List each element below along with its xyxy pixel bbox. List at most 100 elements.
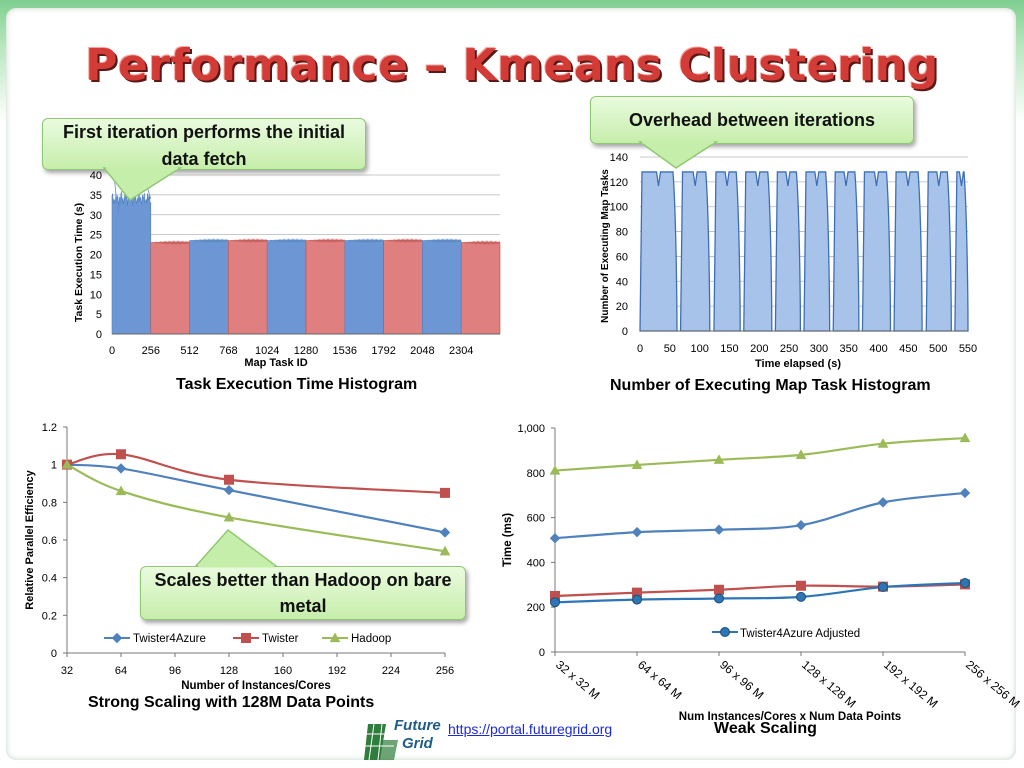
h2-iteration-area (713, 171, 741, 332)
h2-xtick-label: 400 (869, 343, 887, 355)
w-xtick-label: 256 x 256 M (963, 658, 1023, 711)
s-ytick-label: 0.2 (42, 610, 57, 622)
h2-iteration-area (679, 171, 711, 332)
h2-xtick-label: 550 (959, 343, 977, 355)
w-xtick-label: 192 x 192 M (881, 658, 941, 711)
s-xtick-label: 192 (328, 665, 346, 677)
s-ytick-label: 0.8 (42, 497, 57, 509)
w-series-line (554, 491, 966, 540)
s-point-hadoop (439, 545, 451, 556)
h1-bar-group (305, 238, 346, 335)
s-point-twister (116, 449, 126, 460)
h2-ytick-label: 120 (610, 177, 628, 189)
s-point-twister4azure (439, 527, 451, 538)
h2-iteration-area (925, 171, 952, 332)
h1-bar-group (422, 238, 462, 335)
h1-bar-group (266, 238, 307, 335)
s-xtick-label: 160 (274, 665, 292, 677)
s-point-hadoop (223, 511, 235, 522)
callout-first-iteration: First iteration performs the initial dat… (42, 118, 366, 170)
w-xtick-label: 64 x 64 M (635, 658, 684, 703)
w-ytick-label: 800 (527, 468, 545, 480)
w-point (796, 580, 806, 591)
h1-ylabel: Task Execution Time (s) (73, 203, 85, 322)
h1-xtick-label: 1536 (333, 345, 357, 357)
w-point (959, 487, 971, 499)
s-xtick-label: 32 (61, 665, 73, 677)
w-point (550, 597, 560, 608)
h2-xtick-label: 100 (690, 343, 708, 355)
h2-xlabel: Time elapsed (s) (755, 358, 841, 370)
s-legend-label: Twister (262, 633, 299, 645)
slide-title: Performance – Kmeans Clustering (85, 40, 939, 91)
h1-ytick-label: 5 (96, 309, 102, 321)
callout-overhead: Overhead between iterations (590, 96, 914, 144)
s-point-twister4azure (223, 484, 235, 496)
h2-iteration-area (832, 171, 860, 332)
w-point (959, 432, 971, 443)
callout-scales-text: Scales better than Hadoop on bare metal (154, 570, 452, 616)
s-point-twister4azure (115, 463, 127, 474)
h1-xtick-label: 256 (142, 345, 160, 357)
svg-text:Grid: Grid (402, 735, 434, 752)
h2-iteration-area (954, 171, 969, 332)
caption-strong-scaling: Strong Scaling with 128M Data Points (88, 694, 375, 711)
h1-xtick-label: 2048 (410, 345, 434, 357)
s-ytick-label: 0 (51, 648, 57, 660)
s-xtick-label: 96 (169, 665, 181, 677)
h2-iteration-area (861, 171, 892, 332)
h2-ytick-label: 140 (610, 152, 628, 164)
w-point (549, 533, 561, 544)
w-point (631, 526, 643, 538)
h1-ytick-label: 0 (96, 329, 102, 341)
s-series-line-hadoop (66, 463, 446, 553)
caption-weak-scaling: Weak Scaling (714, 720, 817, 737)
w-point (714, 593, 724, 604)
h2-ylabel: Number of Executing Map Tasks (600, 169, 611, 323)
h1-ytick-label: 30 (90, 210, 102, 222)
s-legend-marker (329, 632, 341, 643)
callout-first-iteration-text: First iteration performs the initial dat… (62, 122, 346, 169)
h1-bar-group (150, 240, 190, 335)
w-point (796, 591, 806, 602)
w-ytick-label: 200 (527, 602, 545, 614)
w-ytick-label: 400 (527, 557, 545, 569)
h1-xtick-label: 2304 (449, 345, 473, 357)
s-point-hadoop (115, 485, 127, 496)
w-point (795, 449, 807, 459)
h1-ytick-label: 25 (90, 230, 102, 242)
h2-xtick-label: 50 (664, 343, 676, 355)
w-point (878, 582, 888, 593)
s-point-hadoop (61, 459, 73, 469)
h1-xlabel: Map Task ID (244, 357, 307, 369)
h2-xtick-label: 450 (899, 343, 917, 355)
w-point (549, 465, 561, 475)
h2-iteration-area (639, 171, 678, 332)
w-legend-marker (720, 627, 730, 637)
h2-xtick-label: 150 (720, 343, 738, 355)
h2-ytick-label: 20 (616, 301, 628, 313)
h1-xtick-label: 512 (180, 345, 198, 357)
s-ylabel: Relative Parallel Efficiency (24, 469, 36, 609)
portal-link[interactable]: https://portal.futuregrid.org (448, 721, 613, 737)
w-point (632, 587, 642, 598)
h1-bar-group (460, 240, 501, 335)
s-point-twister (224, 474, 234, 485)
h1-ytick-label: 20 (90, 250, 102, 262)
h1-bar-group (383, 238, 423, 335)
w-point (714, 584, 724, 595)
s-xtick-label: 224 (382, 665, 400, 677)
w-point (631, 459, 643, 470)
w-ytick-label: 0 (539, 647, 545, 659)
s-xtick-label: 256 (436, 665, 454, 677)
svg-text:Future: Future (394, 717, 441, 734)
h2-iteration-area (893, 171, 923, 332)
w-legend-label: Twister4Azure Adjusted (740, 628, 860, 640)
h2-ytick-label: 60 (616, 251, 628, 263)
s-legend-marker (111, 632, 123, 644)
